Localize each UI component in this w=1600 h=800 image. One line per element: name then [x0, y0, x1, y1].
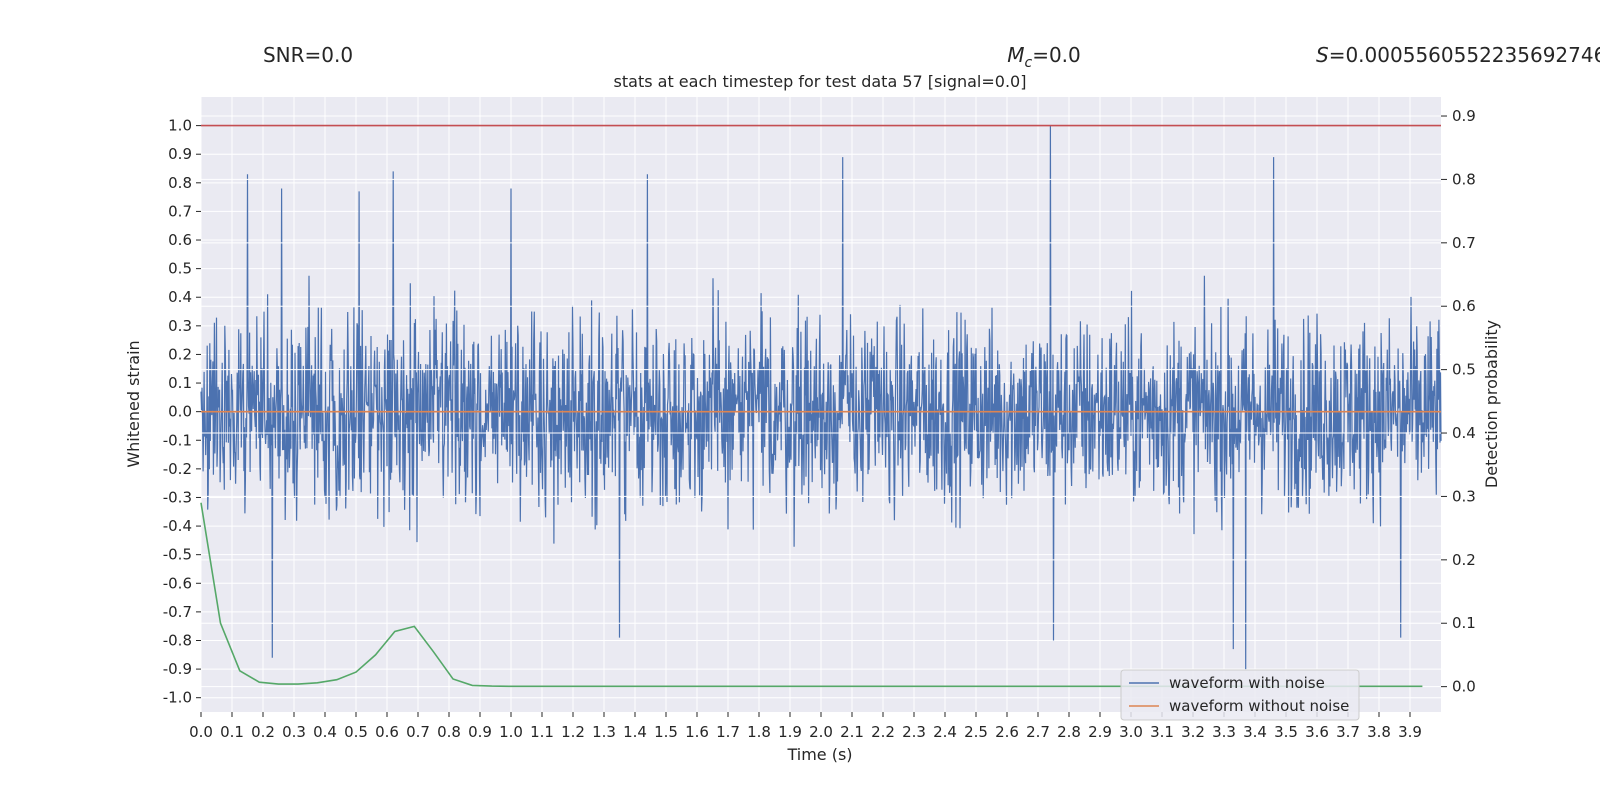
- y2-tick-label: 0.8: [1452, 170, 1476, 188]
- y2-tick-label: 0.1: [1452, 614, 1476, 632]
- y-tick-label: -0.5: [163, 546, 192, 564]
- y-tick-label: 0.9: [168, 145, 192, 163]
- legend-label-clean: waveform without noise: [1169, 697, 1349, 715]
- y2-tick-label: 0.5: [1452, 361, 1476, 379]
- snr-label: SNR=0.0: [263, 43, 353, 67]
- x-tick-label: 1.4: [623, 723, 647, 741]
- y-tick-label: -0.6: [163, 574, 192, 592]
- x-tick-label: 0.6: [375, 723, 399, 741]
- x-tick-label: 2.3: [902, 723, 926, 741]
- s-label: S=0.00055605522356927466: [1316, 43, 1600, 67]
- x-tick-label: 3.4: [1243, 723, 1267, 741]
- x-axis-label: Time (s): [786, 745, 852, 764]
- y2-tick-label: 0.6: [1452, 297, 1476, 315]
- y2-tick-label: 0.2: [1452, 551, 1476, 569]
- y-tick-label: 0.5: [168, 260, 192, 278]
- x-tick-label: 3.9: [1398, 723, 1422, 741]
- x-tick-label: 1.1: [530, 723, 554, 741]
- y-tick-label: -0.4: [163, 517, 192, 535]
- x-tick-label: 2.8: [1057, 723, 1081, 741]
- s-value: =0.00055605522356927466: [1329, 43, 1600, 67]
- y-tick-label: 0.8: [168, 174, 192, 192]
- detection-probability-line: [200, 502, 1423, 688]
- y-tick-label: -1.0: [163, 689, 192, 707]
- x-tick-label: 2.4: [933, 723, 957, 741]
- x-tick-label: 2.2: [871, 723, 895, 741]
- legend-label-noisy: waveform with noise: [1169, 674, 1325, 692]
- y-tick-label: -0.8: [163, 631, 192, 649]
- x-tick-label: 3.1: [1150, 723, 1174, 741]
- y-tick-label: -0.1: [163, 431, 192, 449]
- y2-tick-label: 0.7: [1452, 234, 1476, 252]
- x-tick-label: 3.5: [1274, 723, 1298, 741]
- x-tick-label: 0.9: [468, 723, 492, 741]
- x-tick-label: 1.3: [592, 723, 616, 741]
- x-tick-label: 0.4: [313, 723, 337, 741]
- x-tick-label: 1.2: [561, 723, 585, 741]
- y-tick-label: 0.7: [168, 202, 192, 220]
- x-tick-label: 2.5: [964, 723, 988, 741]
- x-tick-label: 0.7: [406, 723, 430, 741]
- noisy-waveform-line: [200, 125, 1442, 670]
- x-tick-label: 1.7: [716, 723, 740, 741]
- x-tick-label: 3.3: [1212, 723, 1236, 741]
- y2-axis-label: Detection probability: [1482, 320, 1501, 488]
- y-tick-label: 0.3: [168, 317, 192, 335]
- y-axis-label: Whitened strain: [124, 340, 143, 467]
- chirp-mass-subscript: c: [1024, 55, 1032, 71]
- chirp-mass-label: Mc=0.0: [1007, 43, 1081, 71]
- x-tick-label: 2.1: [840, 723, 864, 741]
- y-tick-label: -0.7: [163, 603, 192, 621]
- x-tick-label: 1.9: [778, 723, 802, 741]
- x-tick-label: 0.1: [220, 723, 244, 741]
- y-tick-label: 0.2: [168, 345, 192, 363]
- x-tick-label: 3.7: [1336, 723, 1360, 741]
- x-tick-label: 1.5: [654, 723, 678, 741]
- x-tick-label: 2.6: [995, 723, 1019, 741]
- legend: waveform with noise waveform without noi…: [1120, 669, 1360, 721]
- x-tick-label: 3.2: [1181, 723, 1205, 741]
- chart-title: stats at each timestep for test data 57 …: [614, 72, 1027, 91]
- y2-tick-label: 0.3: [1452, 487, 1476, 505]
- y-tick-label: -0.3: [163, 488, 192, 506]
- y-tick-label: 0.6: [168, 231, 192, 249]
- x-tick-label: 1.8: [747, 723, 771, 741]
- x-tick-label: 2.0: [809, 723, 833, 741]
- x-tick-label: 0.2: [251, 723, 275, 741]
- y-tick-label: -0.2: [163, 460, 192, 478]
- x-tick-label: 1.6: [685, 723, 709, 741]
- x-tick-label: 1.0: [499, 723, 523, 741]
- x-tick-label: 0.0: [189, 723, 213, 741]
- x-tick-label: 3.0: [1119, 723, 1143, 741]
- s-symbol: S: [1316, 43, 1329, 67]
- x-tick-label: 2.9: [1088, 723, 1112, 741]
- y-tick-label: 0.0: [168, 403, 192, 421]
- y2-tick-label: 0.9: [1452, 107, 1476, 125]
- series-waveform-with-noise: [200, 115, 1442, 688]
- x-tick-label: 0.8: [437, 723, 461, 741]
- y-tick-label: 0.4: [168, 288, 192, 306]
- axis-ticks: 0.0 0.1 0.2 0.3 0.4 0.5 0.6 0.7 0.8 0.9 1.0 1.1 1.2 1…: [163, 107, 1476, 741]
- y-tick-label: 1.0: [168, 117, 192, 135]
- x-tick-label: 0.3: [282, 723, 306, 741]
- chirp-mass-value: =0.0: [1032, 43, 1081, 67]
- x-tick-label: 0.5: [344, 723, 368, 741]
- x-tick-label: 2.7: [1026, 723, 1050, 741]
- legend-box: [1120, 669, 1360, 721]
- y-tick-label: -0.9: [163, 660, 192, 678]
- y2-tick-label: 0.0: [1452, 678, 1476, 696]
- y-tick-label: 0.1: [168, 374, 192, 392]
- x-tick-label: 3.8: [1367, 723, 1391, 741]
- chirp-mass-symbol: M: [1007, 43, 1024, 67]
- y2-tick-label: 0.4: [1452, 424, 1476, 442]
- x-tick-label: 3.6: [1305, 723, 1329, 741]
- series-lines: [200, 124, 1441, 688]
